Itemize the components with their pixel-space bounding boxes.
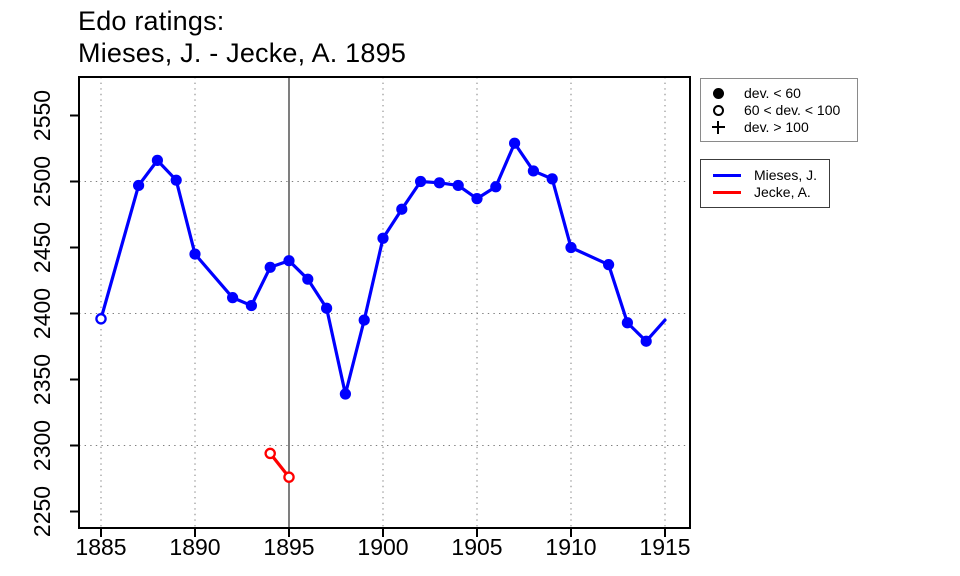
y-tick-label: 2550 (29, 90, 55, 141)
legend-label: dev. < 60 (744, 85, 801, 101)
y-tick-label: 2250 (29, 486, 55, 537)
data-point-filled (339, 388, 351, 400)
series-line-mieses (99, 141, 667, 396)
data-point-filled (264, 261, 276, 273)
data-point-filled (283, 255, 295, 267)
y-tick-label: 2500 (29, 156, 55, 207)
data-point-filled (189, 248, 201, 260)
x-tick-label: 1915 (639, 534, 690, 560)
chart-title: Edo ratings: Mieses, J. - Jecke, A. 1895 (78, 6, 406, 69)
data-point-filled (546, 173, 558, 185)
x-tick-label: 1910 (545, 534, 596, 560)
filled-circle-icon (712, 87, 724, 99)
data-point-filled (433, 177, 445, 189)
x-tick-label: 1900 (357, 534, 408, 560)
data-point-filled (396, 203, 408, 215)
y-tick-label: 2450 (29, 222, 55, 273)
data-point-filled (471, 193, 483, 205)
data-point-open (95, 313, 107, 325)
data-point-filled (358, 314, 370, 326)
data-point-open (264, 447, 276, 460)
data-point-filled (133, 179, 145, 192)
data-point-filled (527, 165, 540, 177)
data-point-open (283, 471, 295, 483)
data-point-filled (227, 292, 239, 304)
data-point-filled (415, 175, 427, 188)
data-point-filled (565, 241, 577, 254)
data-point-filled (151, 154, 163, 166)
plus-icon (711, 120, 725, 134)
data-point-filled (302, 273, 314, 285)
data-point-filled (621, 317, 634, 329)
data-point-filled (245, 299, 257, 312)
legend-label: Jecke, A. (754, 184, 811, 200)
series-legend: Mieses, J. Jecke, A. (700, 159, 830, 208)
legend-row-dev-60-100: 60 < dev. < 100 (701, 102, 857, 119)
data-point-filled (490, 181, 502, 193)
data-point-filled (640, 335, 652, 347)
data-point-filled (377, 232, 389, 244)
plot-border (78, 76, 691, 529)
legend-row-mieses: Mieses, J. (701, 167, 829, 184)
legend-row-dev-lt-60: dev. < 60 (701, 85, 857, 102)
chart-title-line1: Edo ratings: (78, 6, 225, 36)
deviation-legend: dev. < 60 60 < dev. < 100 dev. > 100 (700, 78, 858, 142)
legend-row-dev-gt-100: dev. > 100 (701, 119, 857, 136)
legend-label: dev. > 100 (744, 119, 809, 135)
x-tick-label: 1890 (169, 534, 220, 560)
legend-row-jecke: Jecke, A. (701, 184, 829, 201)
data-point-filled (452, 179, 464, 192)
data-point-filled (508, 137, 521, 149)
y-tick-label: 2300 (29, 420, 55, 471)
chart-title-line2: Mieses, J. - Jecke, A. 1895 (78, 37, 407, 68)
x-tick-label: 1885 (75, 534, 126, 560)
mieses-line-sample (713, 173, 741, 177)
data-point-filled (321, 302, 333, 314)
data-point-filled (603, 259, 615, 271)
jecke-line-sample (713, 190, 741, 194)
open-circle-icon (712, 104, 724, 116)
data-point-filled (170, 174, 182, 186)
legend-label: 60 < dev. < 100 (744, 102, 841, 118)
x-tick-label: 1895 (263, 534, 314, 560)
legend-label: Mieses, J. (754, 167, 818, 183)
y-tick-label: 2350 (29, 354, 55, 405)
x-tick-label: 1905 (451, 534, 502, 560)
y-tick-label: 2400 (29, 288, 55, 339)
